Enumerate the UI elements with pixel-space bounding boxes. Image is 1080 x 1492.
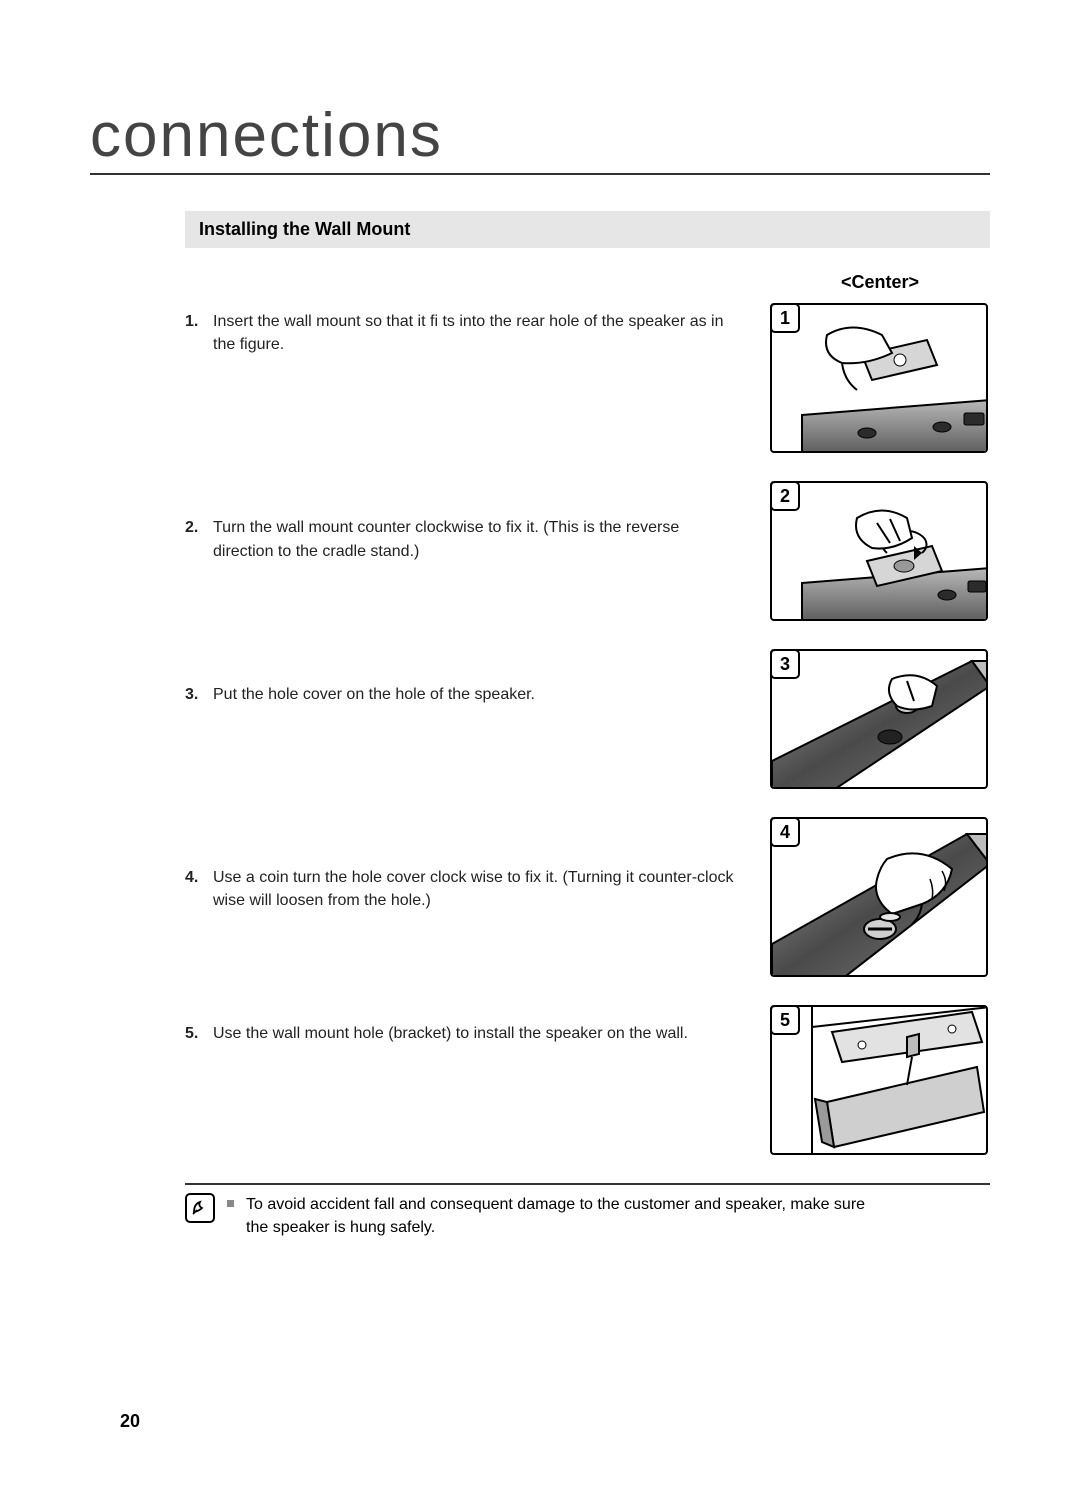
figure-1-illustration — [772, 305, 988, 453]
page-title: connections — [90, 100, 990, 171]
step-2: 2. Turn the wall mount counter clockwise… — [185, 516, 742, 562]
figures-column: <Center> 1 — [770, 266, 990, 1155]
section-heading: Installing the Wall Mount — [185, 211, 990, 248]
note-separator — [185, 1183, 990, 1185]
figure-4: 4 — [770, 817, 988, 977]
step-3: 3. Put the hole cover on the hole of the… — [185, 683, 742, 706]
step-number: 2. — [185, 516, 205, 562]
figure-1: 1 — [770, 303, 988, 453]
title-rule — [90, 173, 990, 175]
figure-2-illustration — [772, 483, 988, 621]
figure-tag: 1 — [770, 303, 800, 333]
figure-tag: 3 — [770, 649, 800, 679]
step-text: Turn the wall mount counter clockwise to… — [213, 516, 742, 562]
page-number: 20 — [120, 1411, 140, 1432]
note-icon — [185, 1193, 215, 1223]
figure-tag: 2 — [770, 481, 800, 511]
step-number: 5. — [185, 1022, 205, 1045]
figure-tag: 4 — [770, 817, 800, 847]
figure-5: 5 — [770, 1005, 988, 1155]
note-bullet-icon — [227, 1200, 234, 1207]
figure-5-illustration — [772, 1007, 988, 1155]
note-row: To avoid accident fall and consequent da… — [185, 1193, 990, 1239]
two-column-layout: 1. Insert the wall mount so that it fi t… — [185, 266, 990, 1155]
note-text: To avoid accident fall and consequent da… — [246, 1193, 886, 1239]
figure-3-illustration — [772, 651, 988, 789]
steps-column: 1. Insert the wall mount so that it fi t… — [185, 266, 742, 1155]
figure-3: 3 — [770, 649, 988, 789]
figure-2: 2 — [770, 481, 988, 621]
step-number: 3. — [185, 683, 205, 706]
step-text: Use the wall mount hole (bracket) to ins… — [213, 1022, 688, 1045]
step-text: Insert the wall mount so that it fi ts i… — [213, 310, 742, 356]
step-1: 1. Insert the wall mount so that it fi t… — [185, 310, 742, 356]
step-text: Put the hole cover on the hole of the sp… — [213, 683, 535, 706]
content-region: Installing the Wall Mount 1. Insert the … — [185, 211, 990, 1239]
step-4: 4. Use a coin turn the hole cover clock … — [185, 866, 742, 912]
step-number: 4. — [185, 866, 205, 912]
step-text: Use a coin turn the hole cover clock wis… — [213, 866, 742, 912]
center-label: <Center> — [770, 266, 990, 303]
figure-tag: 5 — [770, 1005, 800, 1035]
figure-4-illustration — [772, 819, 988, 977]
step-number: 1. — [185, 310, 205, 356]
step-5: 5. Use the wall mount hole (bracket) to … — [185, 1022, 742, 1045]
